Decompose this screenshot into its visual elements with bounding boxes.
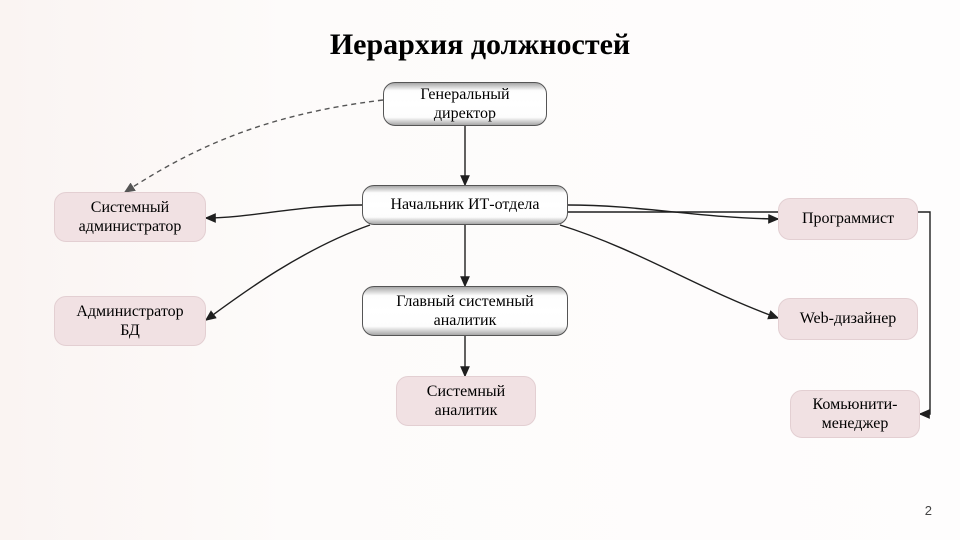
node-programmer: Программист [778, 198, 918, 240]
node-it_head: Начальник ИТ-отдела [362, 185, 568, 225]
node-sys_an: Системныйаналитик [396, 376, 536, 426]
node-label: Системныйаналитик [427, 382, 505, 420]
node-community: Комьюнити-менеджер [790, 390, 920, 438]
node-label: Web-дизайнер [800, 309, 897, 328]
node-ceo: Генеральныйдиректор [383, 82, 547, 126]
connector-layer [0, 0, 960, 540]
node-label: Генеральныйдиректор [420, 85, 509, 123]
node-label: Программист [802, 209, 894, 228]
node-dbadmin: АдминистраторБД [54, 296, 206, 346]
edge-ceo-sysadmin [125, 100, 383, 192]
edge-it_head-sysadmin [206, 205, 362, 218]
page-title: Иерархия должностей [0, 28, 960, 62]
node-label: Главный системныйаналитик [396, 292, 533, 330]
node-label: Начальник ИТ-отдела [390, 195, 539, 214]
node-label: Комьюнити-менеджер [813, 395, 898, 433]
node-webdes: Web-дизайнер [778, 298, 918, 340]
edge-it_head-webdes [560, 225, 778, 318]
node-chief_sa: Главный системныйаналитик [362, 286, 568, 336]
edge-it_head-dbadmin [206, 225, 370, 320]
node-sysadmin: Системныйадминистратор [54, 192, 206, 242]
edge-it_head-programmer [568, 205, 778, 219]
node-label: АдминистраторБД [76, 302, 183, 340]
page-number: 2 [925, 503, 932, 518]
node-label: Системныйадминистратор [79, 198, 182, 236]
